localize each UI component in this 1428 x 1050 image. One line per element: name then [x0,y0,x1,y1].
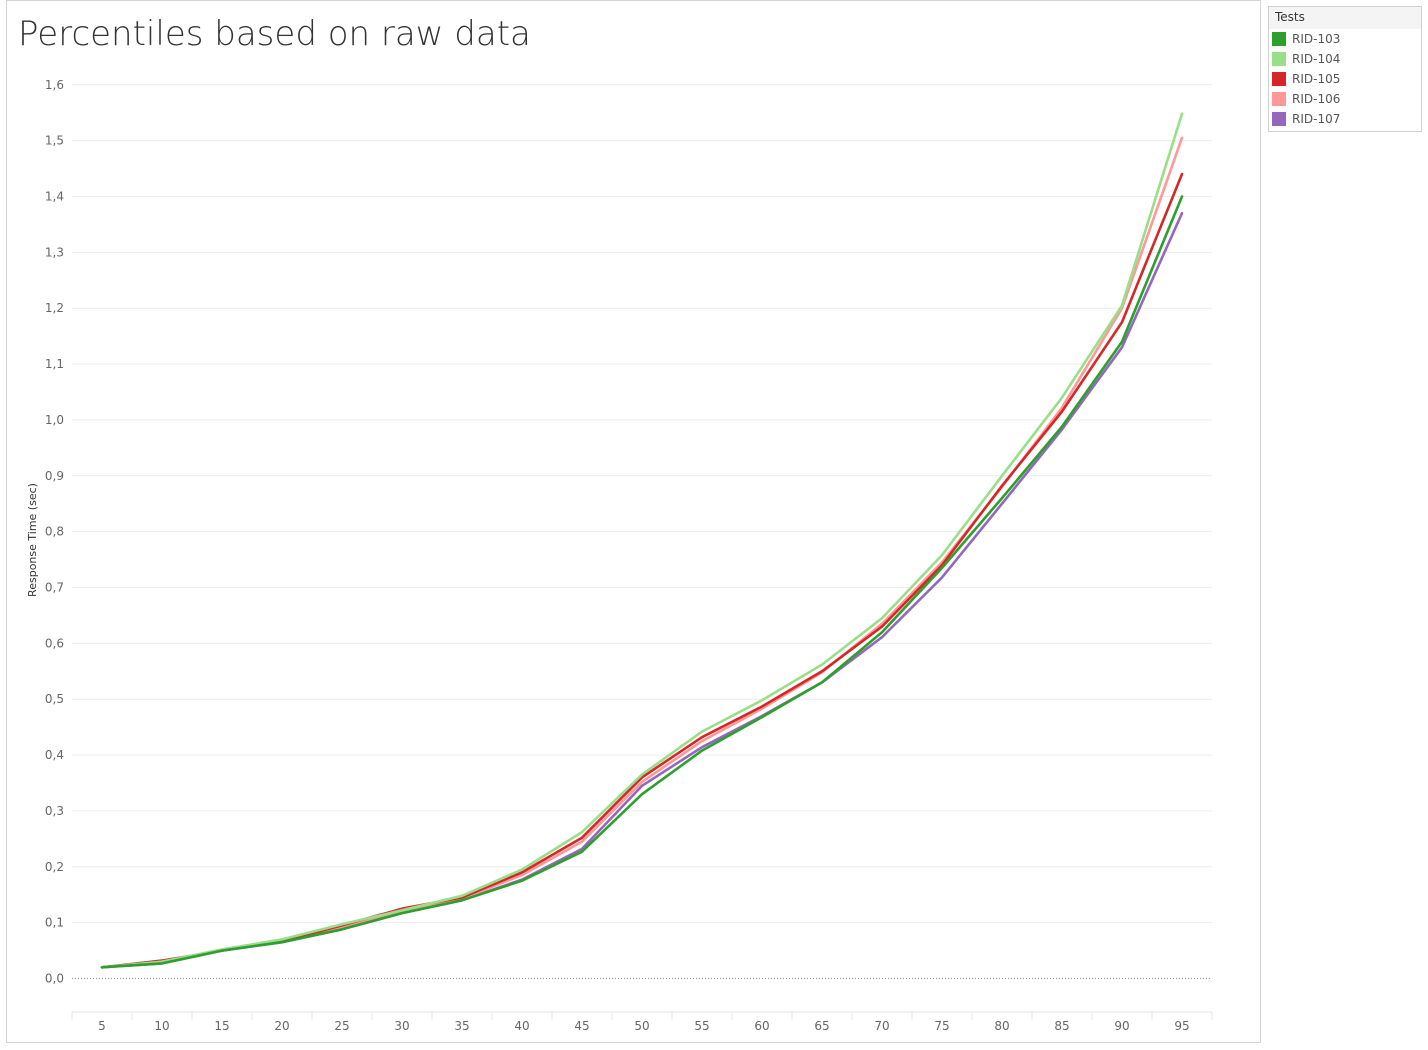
y-tick-label: 0,6 [45,636,64,650]
x-tick-label: 50 [634,1019,649,1033]
x-tick-label: 75 [934,1019,949,1033]
x-tick-label: 90 [1114,1019,1129,1033]
y-tick-label: 1,0 [45,413,64,427]
chart-sheet [6,0,1261,1043]
y-axis-title: Response Time (sec) [26,483,39,597]
x-tick-label: 80 [994,1019,1009,1033]
x-tick-label: 30 [394,1019,409,1033]
y-tick-label: 1,6 [45,78,64,92]
series-line-rid-105[interactable] [100,172,1184,969]
series-lines [100,112,1184,969]
y-tick-label: 1,4 [45,189,64,203]
y-tick-label: 0,4 [45,748,64,762]
x-axis-ticks: 5 10 15 20 25 30 35 40 45 50 55 60 65 70 75 80 85 90 95 [71,1011,1213,1033]
legend-label: RID-105 [1292,72,1341,86]
y-tick-label: 1,1 [45,357,64,371]
x-tick-label: 10 [154,1019,169,1033]
x-tick-label: 70 [874,1019,889,1033]
legend-item-rid-105[interactable]: RID-105 [1269,69,1421,89]
legend-item-rid-107[interactable]: RID-107 [1269,109,1421,129]
y-tick-label: 1,2 [45,301,64,315]
x-tick-label: 65 [814,1019,829,1033]
y-tick-label: 0,3 [45,804,64,818]
legend-label: RID-106 [1292,92,1341,106]
x-tick-label: 35 [454,1019,469,1033]
series-line-rid-107[interactable] [100,211,1184,969]
y-tick-label: 0,2 [45,860,64,874]
legend-swatch [1272,72,1286,86]
legend-swatch [1272,52,1286,66]
y-tick-label: 0,7 [45,580,64,594]
y-tick-label: 1,3 [45,245,64,259]
legend-swatch [1272,112,1286,126]
legend[interactable]: Tests RID-103 RID-104 RID-105 RID-106 RI… [1268,6,1422,132]
y-tick-label: 0,0 [45,971,64,985]
y-tick-label: 0,8 [45,525,64,539]
x-tick-label: 95 [1174,1019,1189,1033]
x-tick-label: 85 [1054,1019,1069,1033]
series-line-rid-104[interactable] [100,112,1184,969]
legend-item-rid-106[interactable]: RID-106 [1269,89,1421,109]
legend-item-rid-103[interactable]: RID-103 [1269,29,1421,49]
line-chart[interactable]: 0,0 0,1 0,2 0,3 0,4 0,5 0,6 0,7 0,8 0,9 1,0 1,1 1,2 1… [0,0,1262,1045]
legend-label: RID-107 [1292,112,1341,126]
y-tick-label: 0,5 [45,692,64,706]
y-tick-label: 0,1 [45,916,64,930]
x-tick-label: 60 [754,1019,769,1033]
y-axis-ticks: 0,0 0,1 0,2 0,3 0,4 0,5 0,6 0,7 0,8 0,9 1,0 1,1 1,2 1… [45,78,64,986]
legend-title: Tests [1269,7,1421,29]
chart-title: Percentiles based on raw data [18,14,531,54]
series-line-rid-103[interactable] [100,195,1184,969]
x-tick-label: 45 [574,1019,589,1033]
y-tick-label: 1,5 [45,134,64,148]
x-tick-label: 55 [694,1019,709,1033]
x-tick-label: 25 [334,1019,349,1033]
series-line-rid-106[interactable] [100,136,1184,969]
x-tick-label: 15 [214,1019,229,1033]
legend-label: RID-104 [1292,52,1341,66]
legend-item-rid-104[interactable]: RID-104 [1269,49,1421,69]
x-tick-label: 40 [514,1019,529,1033]
legend-swatch [1272,32,1286,46]
x-tick-label: 20 [274,1019,289,1033]
gridlines [72,84,1212,924]
y-tick-label: 0,9 [45,469,64,483]
legend-label: RID-103 [1292,32,1341,46]
x-tick-label: 5 [98,1019,106,1033]
legend-swatch [1272,92,1286,106]
